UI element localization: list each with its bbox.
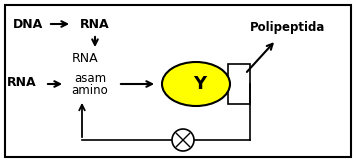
Bar [228, 64, 250, 104]
Text: Y: Y [193, 75, 206, 93]
Text: RNA: RNA [72, 52, 98, 65]
Text: RNA: RNA [7, 75, 37, 88]
Text: Polipeptida: Polipeptida [250, 22, 326, 35]
Ellipse shape [162, 62, 230, 106]
Text: DNA: DNA [13, 17, 43, 30]
Text: amino: amino [72, 85, 108, 98]
Text: RNA: RNA [80, 17, 110, 30]
Circle shape [172, 129, 194, 151]
Text: asam: asam [74, 73, 106, 86]
